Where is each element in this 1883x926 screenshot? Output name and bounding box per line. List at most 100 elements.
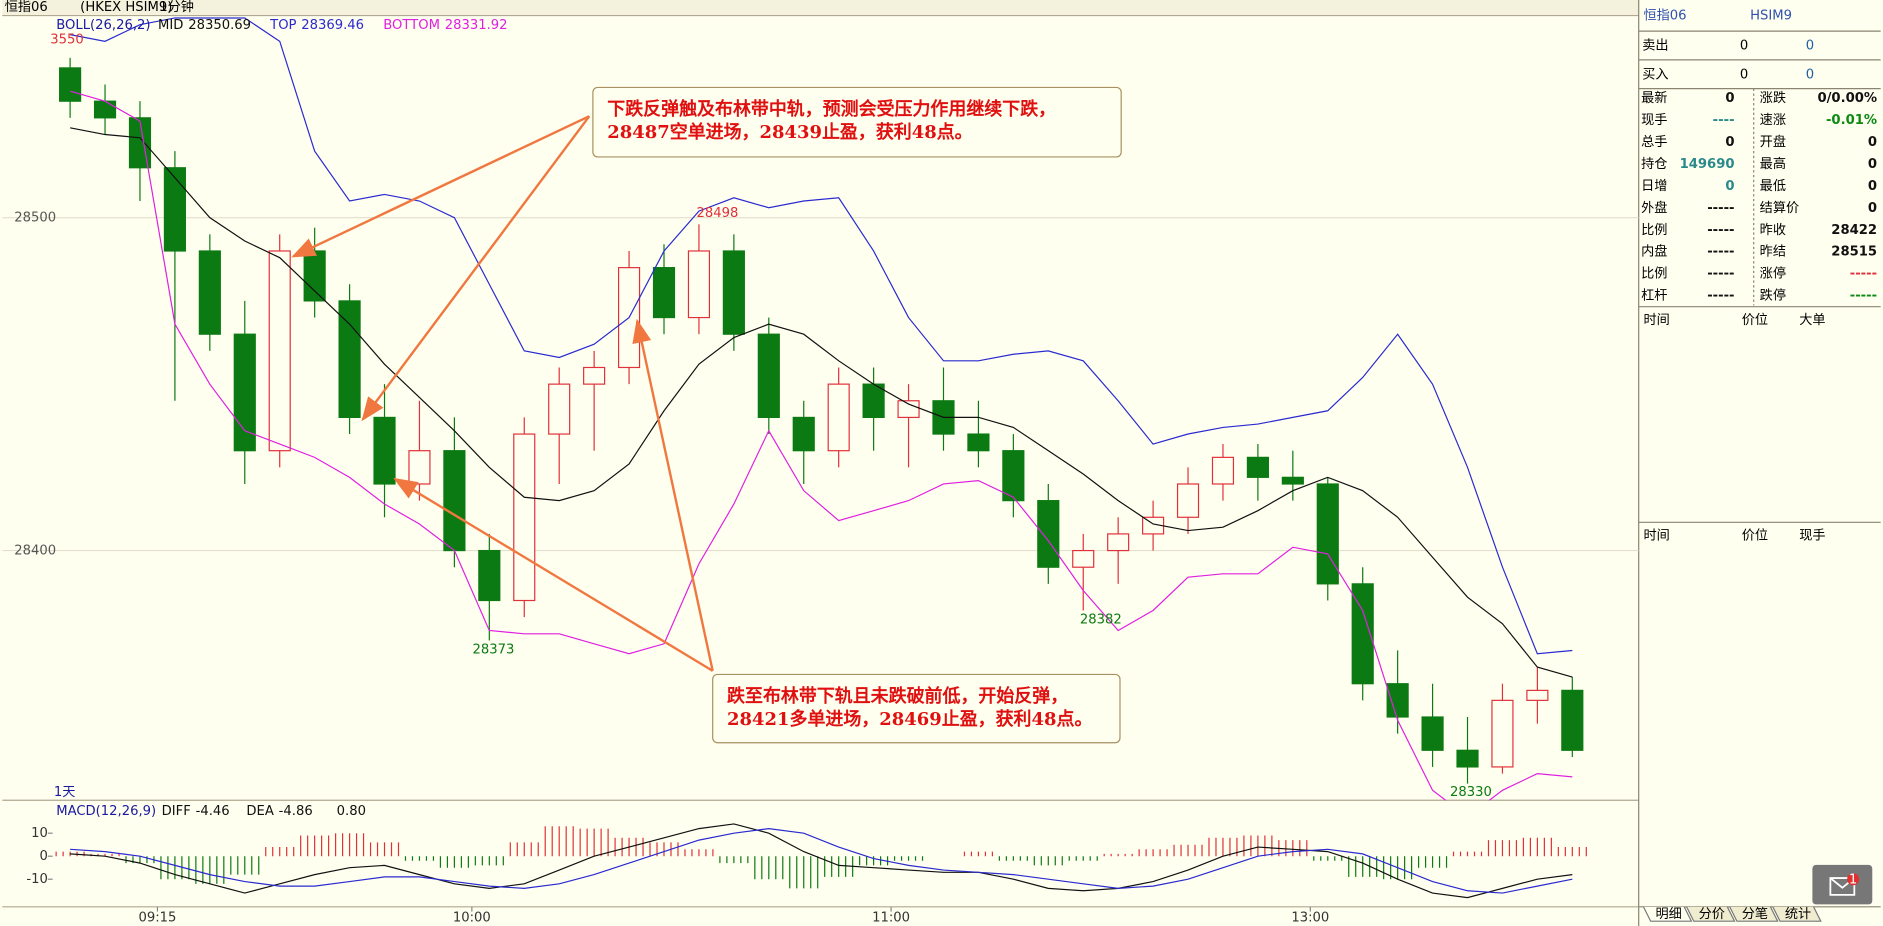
notification-button[interactable] (1812, 864, 1873, 905)
macd-plot (55, 823, 1587, 899)
macd-legend-value: -4.86 (279, 804, 313, 819)
legend-name: BOTTOM (383, 18, 440, 33)
book-label: 买入 (1642, 66, 1668, 82)
quote-value: ---- (1713, 113, 1735, 128)
quote-label: 杠杆 (1641, 288, 1667, 304)
candle-body (652, 267, 676, 319)
annotation-text: 跌至布林带下轨且未跌破前低，开始反弹， (727, 685, 1068, 707)
price-plot (2, 17, 1639, 801)
candle-body (722, 250, 745, 335)
tab[interactable] (1772, 906, 1822, 922)
annotation-text: 28487空单进场，28439止盈，获利48点。 (607, 121, 972, 143)
quote-label: 结算价 (1760, 200, 1799, 216)
quote-value: 0 (1868, 201, 1877, 216)
tab-label: 明细 (1655, 906, 1681, 922)
quote-label: 昨结 (1760, 244, 1786, 260)
x-tick-label: 10:00 (453, 911, 491, 926)
candle-body (967, 433, 990, 452)
macd-legend-name: DIFF (162, 804, 191, 819)
candle-body (373, 416, 396, 485)
tab[interactable] (1642, 906, 1693, 922)
quote-label: 昨收 (1760, 222, 1786, 238)
quote-label: 最高 (1760, 155, 1786, 172)
range-label: 1天 (54, 785, 76, 800)
toolbar-code: (HKEX HSIM9) (80, 0, 172, 15)
tab[interactable] (1729, 906, 1779, 922)
quote-label: 日增 (1641, 178, 1667, 194)
candle-body (198, 250, 221, 335)
arrow (361, 115, 591, 422)
candle-body (443, 450, 466, 552)
quote-value: 28515 (1831, 245, 1877, 260)
toolbar-period[interactable]: 1分钟 (159, 0, 194, 15)
table-header: 价位 (1742, 312, 1768, 328)
macd-tick-label: -10 (26, 872, 48, 887)
toolbar-symbol[interactable]: 恒指06 (5, 0, 48, 15)
candle-body (897, 400, 920, 419)
candle-body (1037, 500, 1060, 568)
macd-tick-label: 10 (31, 826, 48, 841)
quote-label: 现手 (1641, 112, 1667, 128)
candle-body (1526, 689, 1549, 701)
candle-body (548, 383, 571, 435)
quote-label: 涨停 (1760, 265, 1786, 282)
table-header: 大单 (1799, 312, 1825, 328)
tab[interactable] (1686, 906, 1736, 922)
panel-title: 恒指06 (1643, 8, 1686, 24)
macd-indicator[interactable]: MACD(12,26,9) (56, 804, 156, 819)
boll-line (70, 127, 1573, 678)
candle-body (1246, 456, 1269, 478)
arrow (393, 477, 714, 672)
macd-line (70, 823, 1573, 899)
legend-name: MID (158, 18, 183, 33)
quote-label: 内盘 (1641, 243, 1667, 260)
book-price: 0 (1740, 67, 1748, 82)
quote-label: 最低 (1760, 178, 1786, 194)
legend-value: 28369.46 (301, 18, 364, 33)
table-header: 时间 (1643, 312, 1669, 328)
quote-label: 持仓 (1641, 156, 1667, 172)
candle-body (1561, 689, 1584, 751)
candle-body (338, 300, 361, 419)
price-label: 28330 (1450, 785, 1492, 800)
macd-tick-label: 0 (39, 849, 47, 864)
price-label: 28373 (473, 642, 515, 657)
quote-label: 涨跌 (1760, 90, 1786, 106)
book-label: 卖出 (1642, 38, 1668, 54)
y-tick-label: 28500 (14, 211, 56, 226)
candle-body (757, 333, 780, 419)
quote-value: 0 (1725, 179, 1734, 194)
candle-body (268, 250, 291, 452)
book-price: 0 (1740, 39, 1748, 54)
candle-body (513, 433, 536, 602)
boll-line (69, 90, 1573, 801)
annotation-box (592, 86, 1122, 158)
toolbar (2, 0, 1639, 16)
x-tick-label: 09:15 (138, 911, 176, 926)
table-header: 价位 (1742, 527, 1768, 543)
quote-label: 速涨 (1760, 112, 1786, 128)
indicator-label[interactable]: BOLL(26,26,2) (56, 18, 150, 33)
candle-body (792, 416, 815, 452)
candle-body (303, 250, 326, 302)
candle-body (1456, 749, 1479, 768)
candle-body (1351, 583, 1374, 685)
macd-line (70, 828, 1573, 894)
quote-label: 外盘 (1641, 199, 1667, 216)
quote-label: 比例 (1641, 222, 1667, 238)
candle-body (1386, 683, 1409, 718)
clipped-label: 3550 (50, 33, 83, 48)
quote-value: -0.01% (1826, 113, 1877, 128)
quote-label: 最新 (1641, 90, 1667, 106)
annotation-text: 28421多单进场，28469止盈，获利48点。 (727, 708, 1092, 730)
quote-value: 149690 (1680, 157, 1735, 172)
quote-label: 比例 (1641, 266, 1667, 282)
macd-legend-value: -4.46 (196, 804, 230, 819)
annotation-arrows (291, 115, 714, 672)
quote-label: 跌停 (1760, 287, 1786, 304)
quote-value: 0 (1725, 91, 1734, 106)
quote-value: 0 (1868, 179, 1877, 194)
quote-value: ----- (1707, 245, 1734, 260)
quote-value: ----- (1850, 289, 1877, 304)
